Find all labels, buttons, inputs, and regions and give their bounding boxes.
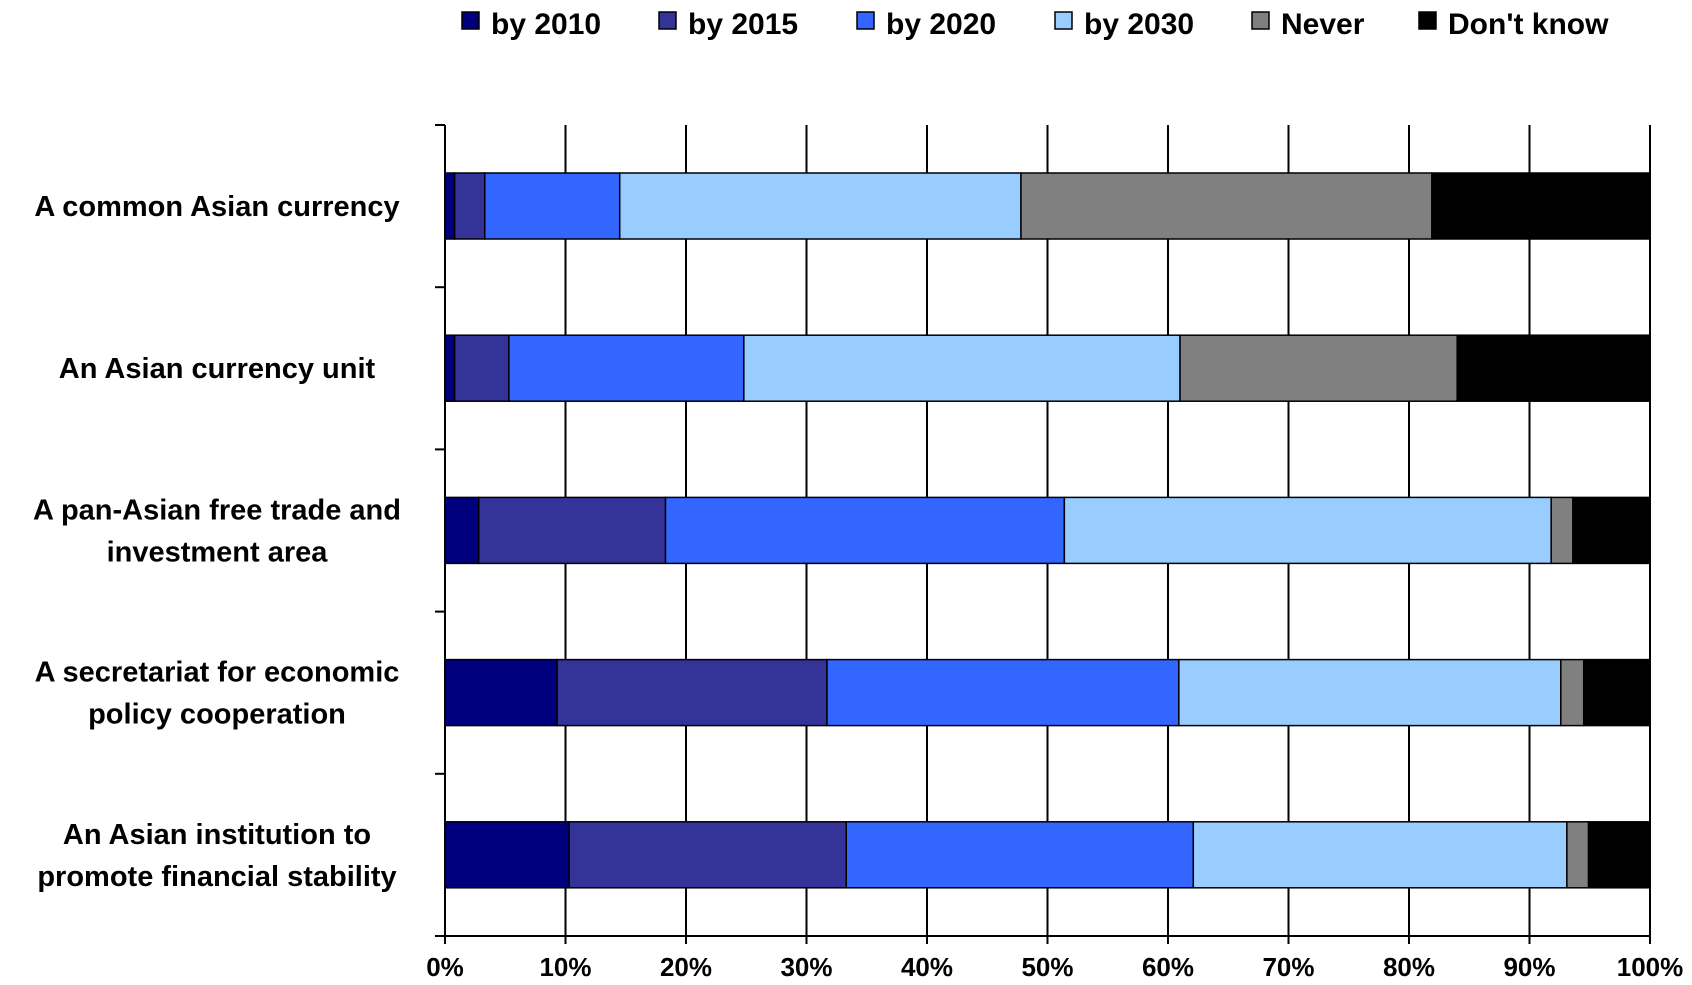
bar-segment [444,496,480,565]
x-tick-label: 10% [539,952,591,982]
bar-segment [1572,496,1651,565]
bar-segment [484,172,621,240]
x-tick-label: 30% [780,952,832,982]
bar-segment [1063,496,1552,565]
bar-segment [1550,496,1574,565]
legend: by 2010 by 2015 by 2020 by 2030 Never Don't k… [461,8,1609,41]
legend-swatch [856,11,875,30]
x-tick-label: 90% [1503,952,1555,982]
bar-segment [743,334,1181,402]
bar-segment [845,821,1195,889]
x-tick-label: 60% [1142,952,1194,982]
bar-segment [1587,821,1651,889]
category-label: A secretariat for economic policy coopera… [35,657,400,731]
legend-label: by 2030 [1084,8,1194,41]
bar-segment [618,172,1022,240]
category-label: A common Asian currency [34,191,399,223]
bar-segment [568,821,848,889]
bar-segment [826,658,1180,727]
legend-swatch [1251,11,1270,30]
bar-segment [1179,334,1458,402]
bar-segment [444,821,570,889]
bar-segment [556,658,828,727]
x-tick-label: 70% [1262,952,1314,982]
category-labels: A common Asian currency An Asian currency… [33,191,401,893]
bar-segment [1431,172,1651,240]
x-tick-label: 40% [901,952,953,982]
bar-segment [1456,334,1651,402]
bar-segment [1582,658,1651,727]
axes [435,124,1650,937]
legend-swatch [461,11,480,30]
legend-swatch [658,11,677,30]
bar-segment [444,334,456,402]
category-label: An Asian institution to promote financial… [37,819,396,893]
x-tick-label: 80% [1383,952,1435,982]
legend-swatch [1418,11,1437,30]
legend-label: by 2015 [688,8,798,41]
category-label: A pan-Asian free trade and investment are… [33,494,401,568]
category-label: An Asian currency unit [59,353,376,385]
x-tick-labels: 0% 10% 20% 30% 40% 50% 60% 70% 80% 90% 100% [426,952,1683,982]
bar-segment [1192,821,1568,889]
bars [444,172,1651,889]
legend-label: Don't know [1448,8,1609,41]
bar-segment [477,496,667,565]
bar-segment [1566,821,1590,889]
x-tick-label: 0% [426,952,464,982]
bar-segment [453,172,486,240]
bar-segment [508,334,745,402]
x-tick-label: 100% [1617,952,1684,982]
bar-segment [444,658,558,727]
bar-segment [453,334,510,402]
legend-label: by 2020 [886,8,996,41]
legend-label: Never [1281,8,1365,41]
legend-label: by 2010 [491,8,601,41]
legend-swatch [1054,11,1073,30]
bar-segment [444,172,456,240]
bar-segment [1560,658,1585,727]
bar-segment [664,496,1066,565]
x-tick-label: 50% [1021,952,1073,982]
x-tick-label: 20% [660,952,712,982]
bar-segment [1020,172,1433,240]
bar-segment [1178,658,1562,727]
